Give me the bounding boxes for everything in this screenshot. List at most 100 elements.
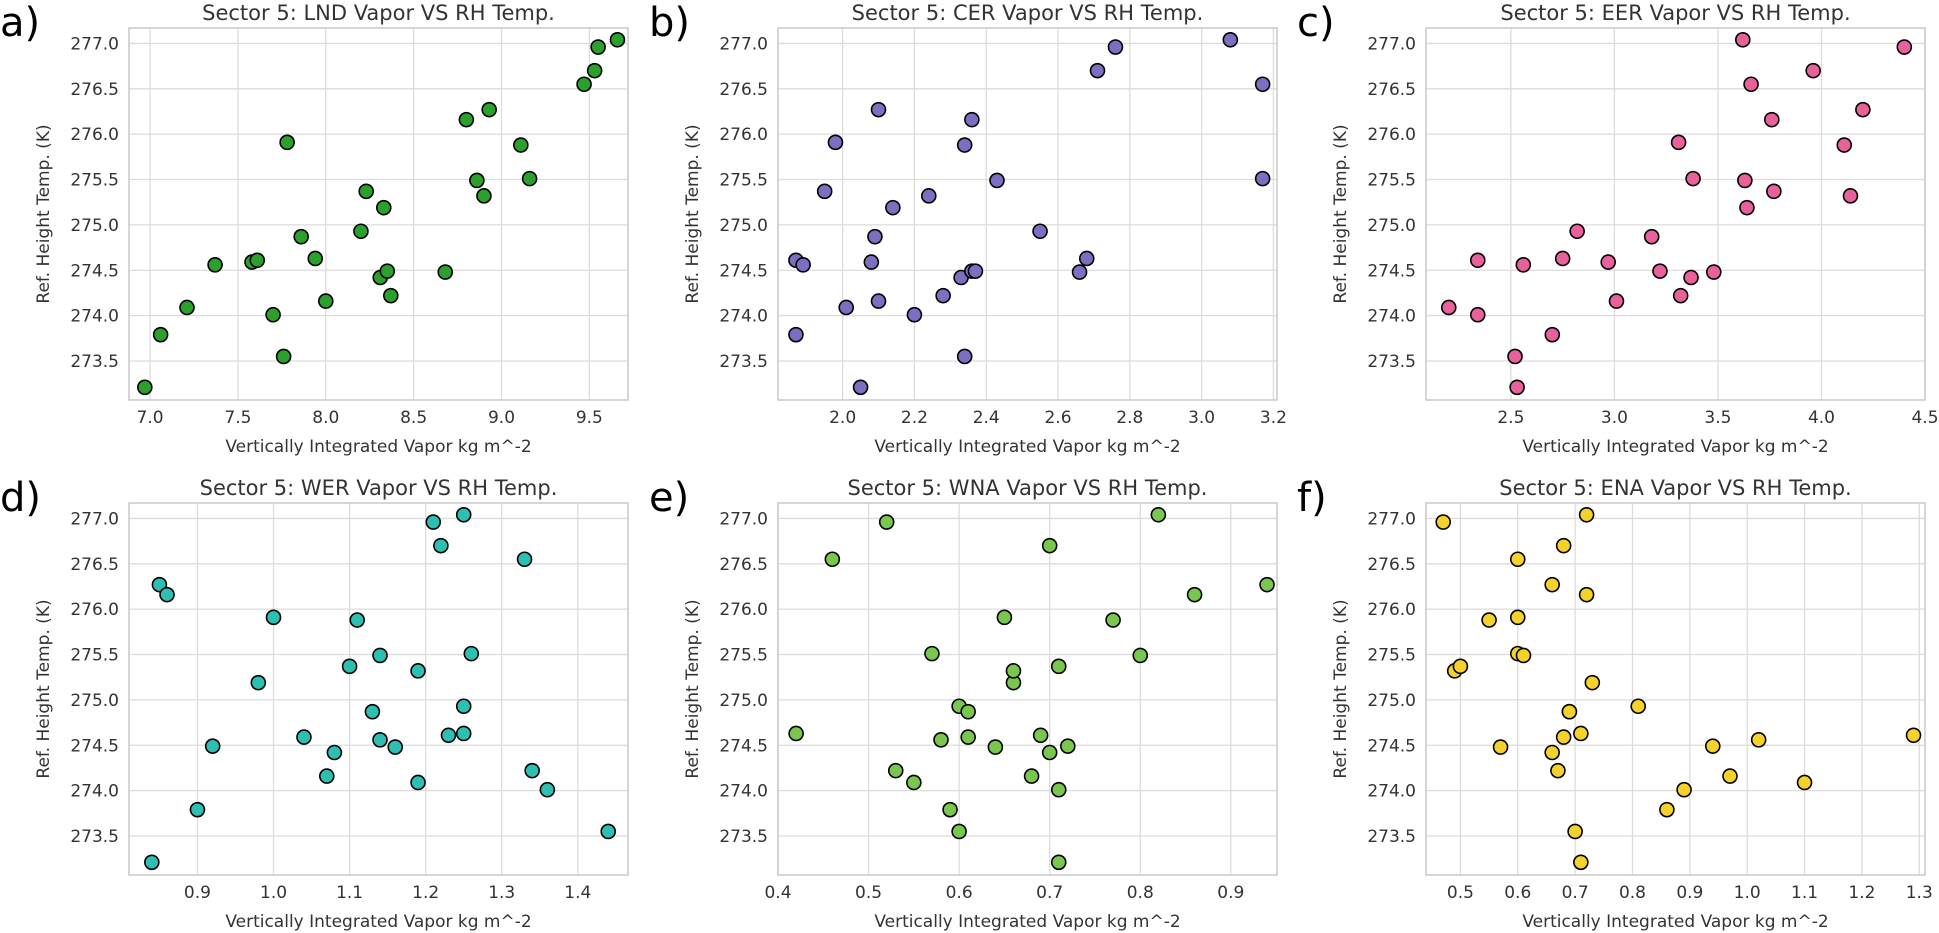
- x-tick-label: 0.9: [1217, 883, 1244, 903]
- data-point: [1041, 537, 1058, 554]
- data-point: [1509, 609, 1526, 626]
- data-point: [951, 823, 967, 840]
- y-tick-label: 273.5: [1367, 352, 1416, 372]
- plot-area: [1425, 27, 1926, 401]
- data-point: [827, 134, 844, 151]
- data-point: [1676, 781, 1692, 798]
- data-point: [1555, 537, 1572, 554]
- data-point: [1578, 506, 1595, 523]
- data-point: [1050, 854, 1067, 871]
- data-point: [207, 257, 223, 273]
- plot-border: [777, 27, 1278, 401]
- data-point: [1704, 738, 1721, 754]
- data-point: [1060, 738, 1076, 754]
- data-point: [1481, 612, 1497, 628]
- data-point: [996, 609, 1013, 626]
- data-point: [1515, 257, 1532, 273]
- y-tick-label: 277.0: [70, 34, 119, 54]
- y-tick-label: 273.5: [70, 827, 119, 847]
- data-point: [279, 134, 295, 151]
- data-point: [924, 645, 940, 662]
- data-point: [586, 62, 603, 79]
- data-point: [353, 223, 369, 240]
- x-axis-label: Vertically Integrated Vapor kg m^-2: [1522, 912, 1828, 932]
- x-tick-label: 0.9: [184, 883, 211, 903]
- chart-title: Sector 5: LND Vapor VS RH Temp.: [202, 1, 555, 25]
- x-axis-label: Vertically Integrated Vapor kg m^-2: [874, 437, 1180, 457]
- data-point: [795, 257, 811, 273]
- data-point: [1796, 774, 1813, 791]
- data-point: [1750, 732, 1767, 748]
- y-tick-label: 276.0: [70, 125, 119, 145]
- data-point: [838, 299, 855, 316]
- data-point: [159, 586, 175, 603]
- y-tick-label: 276.5: [1367, 80, 1416, 100]
- data-point: [463, 645, 480, 662]
- x-tick-label: 1.0: [260, 883, 287, 903]
- data-point: [1573, 725, 1589, 742]
- data-point: [318, 768, 335, 784]
- data-point: [1739, 199, 1755, 216]
- data-point: [1706, 264, 1722, 280]
- data-point: [455, 725, 472, 742]
- y-tick-label: 275.0: [719, 216, 768, 236]
- x-tick-label: 8.0: [312, 408, 339, 428]
- data-point: [433, 537, 449, 554]
- data-point: [275, 348, 292, 365]
- x-axis-label: Vertically Integrated Vapor kg m^-2: [225, 437, 531, 457]
- data-point: [1452, 658, 1469, 675]
- y-tick-label: 274.5: [70, 261, 119, 281]
- panel-label: e): [649, 475, 689, 521]
- y-tick-label: 276.0: [1367, 125, 1416, 145]
- data-point: [1023, 768, 1040, 784]
- x-tick-label: 0.4: [764, 883, 791, 903]
- y-tick-label: 277.0: [1367, 34, 1416, 54]
- data-point: [1766, 183, 1782, 200]
- data-point: [1578, 586, 1595, 603]
- data-point: [956, 137, 973, 153]
- data-point: [1600, 254, 1617, 270]
- data-point: [964, 111, 980, 128]
- x-axis-label: Vertically Integrated Vapor kg m^-2: [225, 912, 531, 932]
- data-point: [382, 287, 399, 304]
- y-tick-label: 274.0: [719, 307, 768, 327]
- y-tick-label: 273.5: [719, 352, 768, 372]
- y-tick-label: 277.0: [719, 34, 768, 54]
- x-tick-label: 2.6: [1044, 408, 1071, 428]
- data-point: [870, 101, 887, 118]
- x-tick-label: 2.5: [1497, 408, 1524, 428]
- panel-label: b): [649, 0, 690, 46]
- x-tick-label: 2.4: [973, 408, 1000, 428]
- data-point: [1722, 768, 1738, 784]
- data-point: [189, 801, 206, 818]
- x-tick-label: 3.2: [1260, 408, 1287, 428]
- data-point: [1584, 674, 1601, 691]
- y-tick-label: 274.5: [719, 261, 768, 281]
- y-tick-label: 274.0: [1367, 307, 1416, 327]
- y-tick-label: 275.5: [719, 171, 768, 191]
- data-point: [1652, 263, 1668, 279]
- data-point: [933, 732, 949, 748]
- y-tick-label: 274.5: [70, 736, 119, 756]
- data-point: [1435, 514, 1452, 530]
- data-point: [1507, 348, 1523, 365]
- data-point: [410, 774, 426, 791]
- data-point: [204, 738, 221, 754]
- x-tick-label: 0.6: [946, 883, 973, 903]
- data-point: [455, 698, 472, 715]
- data-point: [1492, 739, 1509, 755]
- y-tick-label: 274.0: [1367, 782, 1416, 802]
- data-point: [885, 199, 901, 216]
- plot-border: [1425, 27, 1926, 401]
- y-tick-label: 273.5: [70, 352, 119, 372]
- y-tick-label: 274.5: [1367, 736, 1416, 756]
- plot-area: [128, 27, 629, 401]
- data-point: [379, 263, 396, 279]
- data-point: [935, 287, 951, 304]
- data-point: [521, 170, 538, 187]
- y-tick-label: 274.5: [719, 736, 768, 756]
- data-point: [469, 172, 485, 189]
- data-point: [1805, 62, 1821, 79]
- data-point: [1608, 293, 1625, 309]
- x-tick-label: 1.1: [1791, 883, 1818, 903]
